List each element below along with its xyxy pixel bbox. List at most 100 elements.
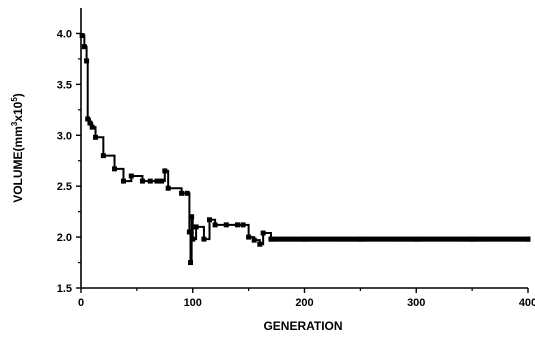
series-point bbox=[464, 236, 469, 242]
series-point bbox=[288, 236, 293, 242]
x-tick-label: 200 bbox=[295, 297, 313, 309]
series-point bbox=[422, 236, 427, 242]
series-point bbox=[285, 236, 290, 242]
series-point bbox=[338, 236, 343, 242]
series-point bbox=[277, 236, 282, 242]
series-line bbox=[82, 34, 528, 264]
series-point bbox=[358, 236, 363, 242]
series-point bbox=[380, 236, 385, 242]
series-point bbox=[302, 236, 307, 242]
y-axis-label-end: ) bbox=[11, 93, 25, 97]
series-point bbox=[503, 236, 508, 242]
series-point bbox=[411, 236, 416, 242]
series-point bbox=[188, 260, 194, 266]
series-point bbox=[271, 236, 276, 242]
series-point bbox=[189, 214, 195, 220]
series-point bbox=[84, 58, 90, 64]
series-point bbox=[475, 236, 480, 242]
series-point bbox=[89, 124, 95, 130]
series-point bbox=[190, 236, 196, 242]
series-point bbox=[372, 236, 377, 242]
series-point bbox=[308, 236, 313, 242]
series-point bbox=[223, 222, 229, 228]
series-point bbox=[310, 236, 315, 242]
y-tick-label: 1.5 bbox=[57, 283, 72, 295]
series-point bbox=[391, 236, 396, 242]
x-tick-label: 100 bbox=[184, 297, 202, 309]
y-axis-label: VOLUME(mm3x105) bbox=[10, 93, 25, 203]
series-point bbox=[417, 236, 422, 242]
series-point bbox=[467, 236, 472, 242]
series-point bbox=[461, 236, 466, 242]
series-point bbox=[405, 236, 410, 242]
series-point bbox=[120, 178, 126, 184]
y-tick-label: 3.5 bbox=[57, 79, 72, 91]
series-point bbox=[500, 236, 505, 242]
series-point bbox=[268, 236, 273, 242]
series-point bbox=[428, 236, 433, 242]
series-point bbox=[324, 236, 329, 242]
series-point bbox=[341, 236, 346, 242]
y-axis-label-main: VOLUME(mm bbox=[11, 126, 25, 203]
series-point bbox=[383, 236, 388, 242]
series-point bbox=[419, 236, 424, 242]
axes-layer bbox=[80, 8, 528, 289]
series-point bbox=[158, 178, 164, 184]
series-point bbox=[282, 236, 287, 242]
series-point bbox=[442, 236, 447, 242]
series-point bbox=[386, 236, 391, 242]
series-point bbox=[162, 168, 168, 174]
series-point bbox=[305, 236, 310, 242]
series-point bbox=[322, 236, 327, 242]
series-point bbox=[87, 120, 93, 126]
series-point bbox=[377, 236, 382, 242]
y-tick-label: 4.0 bbox=[57, 28, 72, 40]
series-point bbox=[366, 236, 371, 242]
series-point bbox=[498, 236, 503, 242]
y-tick-label: 2.0 bbox=[57, 232, 72, 244]
series-point bbox=[234, 222, 240, 228]
series-point bbox=[484, 236, 489, 242]
series-point bbox=[414, 236, 419, 242]
series-point bbox=[439, 236, 444, 242]
series-point bbox=[274, 236, 279, 242]
series-point bbox=[186, 229, 192, 235]
y-tick-label: 3.0 bbox=[57, 130, 72, 142]
series-point bbox=[478, 236, 483, 242]
series-point bbox=[517, 236, 522, 242]
series-point bbox=[506, 236, 511, 242]
series-point bbox=[433, 236, 438, 242]
series-point bbox=[389, 236, 394, 242]
series-point bbox=[184, 190, 190, 196]
series-point bbox=[431, 236, 436, 242]
series-point bbox=[291, 236, 296, 242]
series-point bbox=[509, 236, 514, 242]
y-axis-label-sup2: 5 bbox=[10, 97, 19, 102]
series-point bbox=[400, 236, 405, 242]
series-point bbox=[147, 178, 153, 184]
series-point bbox=[93, 134, 99, 140]
series-point bbox=[514, 236, 519, 242]
series-point bbox=[212, 222, 218, 228]
series-point bbox=[355, 236, 360, 242]
series-point bbox=[240, 222, 246, 228]
series-point bbox=[207, 217, 213, 223]
series-point bbox=[347, 236, 352, 242]
x-axis-label: GENERATION bbox=[263, 319, 342, 333]
series-point bbox=[453, 236, 458, 242]
series-point bbox=[330, 236, 335, 242]
series-point bbox=[201, 236, 207, 242]
x-tick-label: 0 bbox=[78, 297, 84, 309]
series-point bbox=[336, 236, 341, 242]
series-point bbox=[139, 178, 145, 184]
series-point bbox=[316, 236, 321, 242]
series-point bbox=[526, 236, 530, 242]
series-point bbox=[425, 236, 430, 242]
series-point bbox=[495, 236, 500, 242]
series-point bbox=[403, 236, 408, 242]
series-point bbox=[523, 236, 528, 242]
series-point bbox=[447, 236, 452, 242]
series-point bbox=[327, 236, 332, 242]
series-point bbox=[319, 236, 324, 242]
